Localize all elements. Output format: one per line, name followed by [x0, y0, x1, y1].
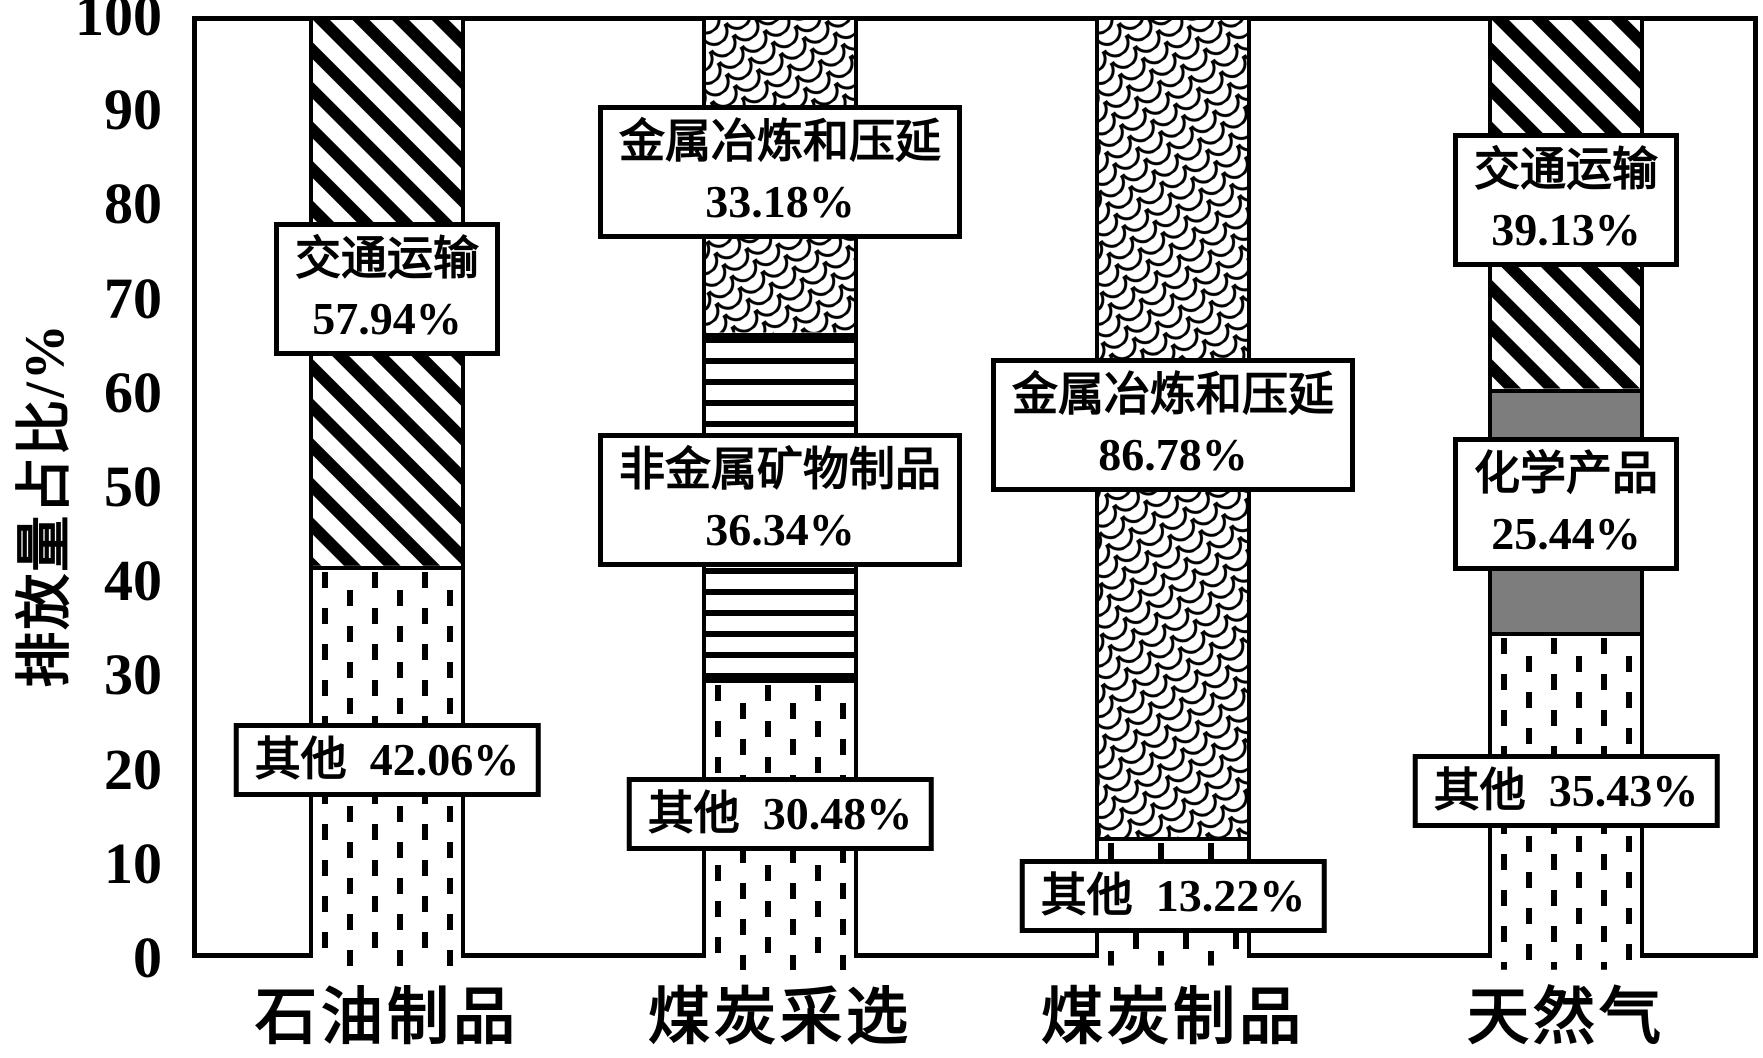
annotation-box-其他: 其他 13.22% — [1019, 858, 1327, 933]
annotation-name: 金属冶炼和压延 — [619, 116, 941, 168]
y-tick-label: 30 — [104, 642, 162, 708]
annotation-box-交通运输: 交通运输 39.13% — [1453, 133, 1679, 268]
annotation-box-金属冶炼和压延: 金属冶炼和压延 86.78% — [991, 357, 1355, 492]
annotation-box-其他: 其他 42.06% — [233, 722, 541, 797]
annotation-box-交通运输: 交通运输 57.94% — [274, 221, 500, 356]
annotation-value: 36.34% — [705, 503, 855, 555]
y-tick-label: 20 — [104, 736, 162, 802]
y-tick-label: 50 — [104, 454, 162, 519]
y-tick-label: 0 — [133, 925, 162, 990]
annotation-value: 57.94% — [312, 292, 462, 344]
y-tick-label: 90 — [104, 77, 162, 143]
annotation-box-非金属矿物制品: 非金属矿物制品 36.34% — [598, 432, 962, 567]
annotation-box-化学产品: 化学产品 25.44% — [1453, 437, 1679, 572]
annotation-value: 86.78% — [1098, 428, 1248, 480]
annotation-value: 25.44% — [1491, 508, 1641, 560]
y-tick-label: 40 — [104, 548, 162, 614]
annotation-box-其他: 其他 30.48% — [626, 777, 934, 852]
annotation-text: 其他 13.22% — [1040, 869, 1306, 921]
annotation-text: 其他 30.48% — [647, 788, 913, 840]
annotation-name: 交通运输 — [1474, 144, 1658, 196]
annotation-value: 39.13% — [1491, 204, 1641, 256]
y-tick-label: 10 — [104, 830, 162, 896]
y-tick-label: 80 — [104, 171, 162, 237]
annotation-name: 非金属矿物制品 — [619, 443, 941, 495]
x-axis-label: 天然气 — [1466, 984, 1666, 1052]
annotation-box-其他: 其他 35.43% — [1412, 754, 1720, 829]
y-tick-label: 100 — [75, 0, 162, 48]
annotation-value: 33.18% — [705, 176, 855, 228]
annotation-name: 化学产品 — [1474, 448, 1658, 500]
annotation-text: 其他 42.06% — [254, 733, 520, 785]
bar-石油制品 — [309, 16, 465, 966]
y-tick-label: 60 — [104, 359, 162, 425]
x-axis-label: 煤炭制品 — [1040, 984, 1306, 1052]
annotation-name: 金属冶炼和压延 — [1012, 368, 1334, 420]
y-tick-label: 70 — [104, 265, 162, 331]
annotation-name: 交通运输 — [295, 232, 479, 284]
x-axis-label: 石油制品 — [254, 984, 520, 1052]
annotation-text: 其他 35.43% — [1433, 765, 1699, 817]
annotation-box-金属冶炼和压延: 金属冶炼和压延 33.18% — [598, 105, 962, 240]
x-axis-label: 煤炭采选 — [647, 984, 913, 1052]
